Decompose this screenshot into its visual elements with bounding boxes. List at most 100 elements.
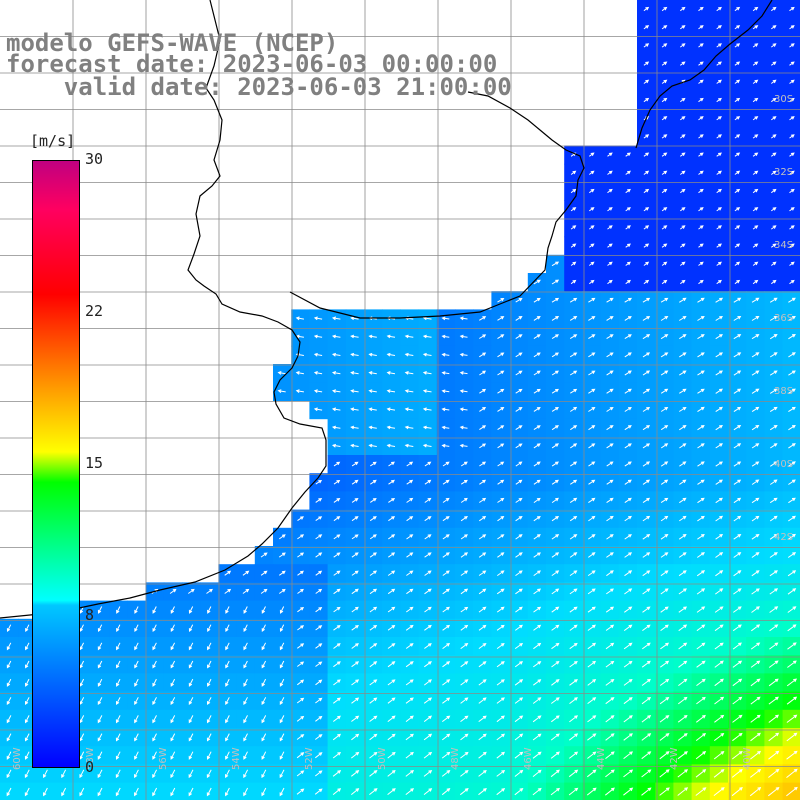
lat-label: 30S — [774, 94, 793, 105]
wind-arrow — [789, 61, 795, 66]
wind-arrow — [715, 388, 723, 394]
wind-arrow — [716, 6, 722, 12]
wind-arrow — [678, 660, 688, 668]
wind-arrow — [497, 552, 505, 558]
wind-arrow — [642, 406, 651, 412]
wind-arrow — [643, 207, 650, 212]
wind-arrow — [369, 552, 377, 558]
wind-arrow — [715, 515, 724, 522]
wind-arrow — [369, 715, 378, 722]
wind-arrow — [732, 714, 743, 723]
coastline — [0, 0, 585, 619]
wind-arrow — [716, 170, 722, 175]
wind-arrow — [752, 43, 759, 48]
wind-arrow — [388, 461, 395, 467]
wind-arrow — [242, 570, 250, 576]
wind-arrow — [569, 697, 578, 704]
wind-arrow — [116, 697, 121, 706]
wind-arrow — [680, 279, 686, 285]
wind-arrow — [478, 697, 487, 704]
wind-arrow — [588, 297, 596, 303]
wind-arrow — [641, 733, 652, 741]
wind-arrow — [641, 769, 652, 778]
wind-arrow — [170, 751, 176, 760]
wind-arrow — [788, 297, 796, 303]
wind-arrow — [533, 679, 542, 686]
wind-arrow — [551, 425, 559, 431]
wind-arrow — [279, 534, 286, 540]
wind-arrow — [404, 334, 414, 339]
wind-arrow — [406, 552, 414, 558]
wind-arrow — [533, 334, 541, 340]
wind-arrow — [442, 570, 450, 576]
wind-arrow — [479, 443, 487, 449]
wind-arrow — [170, 697, 176, 706]
wind-arrow — [551, 697, 560, 704]
wind-arrow — [752, 207, 759, 212]
wind-arrow — [313, 316, 323, 321]
wind-arrow — [733, 479, 742, 485]
wind-arrow — [497, 334, 505, 340]
wind-arrow — [479, 497, 487, 503]
wind-arrow — [752, 225, 759, 230]
wind-arrow — [787, 588, 797, 595]
wind-arrow — [152, 697, 157, 706]
wind-arrow — [460, 552, 469, 558]
wind-arrow — [714, 696, 725, 705]
wind-arrow — [116, 660, 121, 669]
wind-arrow — [570, 406, 578, 412]
wind-arrow — [660, 479, 669, 485]
wind-arrow — [751, 570, 760, 577]
wind-arrow — [643, 279, 650, 285]
wind-arrow — [641, 751, 652, 760]
wind-arrow — [188, 606, 194, 614]
wind-arrow — [786, 696, 798, 705]
wind-arrow — [315, 516, 323, 522]
wind-arrow — [752, 61, 759, 66]
wind-arrow — [260, 588, 268, 594]
wind-arrow — [569, 516, 578, 522]
wind-arrow — [771, 170, 777, 175]
wind-arrow — [624, 370, 632, 376]
wind-arrow — [368, 425, 377, 430]
wind-arrow — [350, 770, 360, 777]
wind-arrow — [479, 407, 487, 412]
wind-arrow — [771, 188, 777, 194]
wind-arrow — [752, 79, 759, 84]
wind-arrow — [441, 443, 450, 448]
wind-arrow — [734, 152, 741, 157]
wind-arrow — [496, 697, 505, 704]
wind-arrow — [661, 170, 668, 175]
wind-arrow — [768, 660, 779, 668]
wind-arrow — [771, 243, 777, 248]
wind-arrow — [734, 97, 741, 103]
wind-arrow — [97, 715, 103, 724]
wind-arrow — [514, 642, 524, 650]
wind-arrow — [698, 261, 704, 266]
wind-arrow — [152, 751, 157, 760]
wind-arrow — [6, 660, 12, 669]
wind-arrow — [406, 606, 414, 613]
wind-arrow — [441, 334, 450, 339]
wind-arrow — [606, 552, 614, 558]
wind-arrow — [697, 388, 705, 394]
wind-arrow — [351, 552, 359, 558]
wind-arrow — [606, 570, 614, 577]
wind-arrow — [586, 787, 597, 796]
wind-arrow — [496, 769, 506, 777]
wind-arrow — [751, 534, 760, 540]
wind-arrow — [698, 61, 704, 66]
wind-arrow — [570, 279, 577, 285]
wind-arrow — [350, 788, 360, 795]
wind-arrow — [643, 243, 650, 248]
wind-arrow — [386, 425, 396, 430]
wind-arrow — [97, 624, 103, 633]
wind-arrow — [642, 624, 651, 632]
wind-arrow — [279, 606, 285, 614]
wind-arrow — [460, 461, 468, 467]
wind-arrow — [752, 279, 759, 285]
wind-arrow — [225, 624, 230, 633]
wind-arrow — [296, 679, 305, 686]
wind-arrow — [624, 388, 632, 394]
wind-arrow — [279, 733, 285, 742]
